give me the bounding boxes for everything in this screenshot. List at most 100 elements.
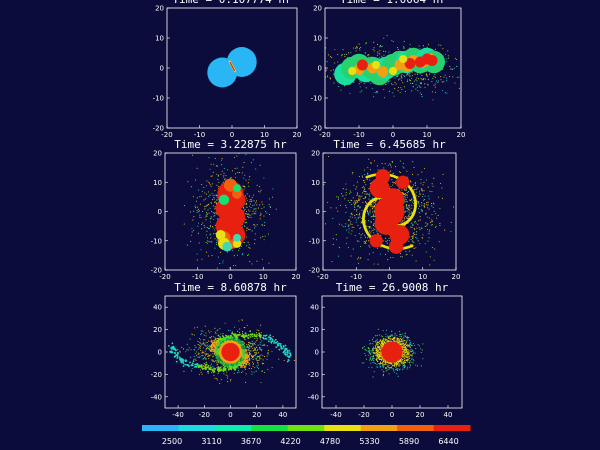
particle [385,363,387,365]
particle [367,220,370,222]
particle [350,233,352,235]
particle [399,78,401,80]
particle [246,345,248,348]
particle [424,225,426,227]
particle [375,362,377,365]
particle [248,350,250,352]
particle [253,200,255,202]
particle [430,224,432,226]
particle [405,250,407,252]
particle [404,200,406,202]
particle [356,199,358,202]
particle [421,237,423,239]
particle [431,219,433,221]
particle [205,348,208,350]
particle [208,340,210,342]
particle [392,368,395,370]
particle [408,352,411,354]
particle [417,223,419,225]
particle [434,248,436,250]
particle [327,201,329,204]
particle [494,76,495,77]
particle [217,174,220,176]
spiral-arm [238,333,241,336]
particle [413,360,415,362]
particle [399,91,401,94]
particle [205,234,208,236]
particle [434,73,436,75]
particle [409,350,411,352]
particle [337,61,339,63]
y-tick-label: -10 [153,95,164,103]
particle [415,222,417,224]
particle [397,89,399,92]
particle [196,326,198,328]
particle [476,95,477,96]
particle [248,185,250,187]
spiral-arm [184,360,187,362]
particle [368,158,370,160]
particle [245,381,247,383]
particle [251,342,253,344]
particle [254,239,256,241]
particle [258,359,260,361]
particle [216,379,218,381]
particle [261,208,263,210]
particle [418,45,420,47]
particle [371,338,373,341]
particle [379,46,381,48]
particle [420,93,422,96]
particle [186,244,188,246]
particle [404,225,406,227]
particle [202,355,204,357]
particle [217,256,219,258]
particle [193,229,195,231]
particle [183,370,185,372]
particle [212,366,214,368]
particle [376,92,378,94]
particle [237,369,240,372]
particle [207,344,209,346]
particle [227,375,229,377]
particle [474,75,475,76]
x-tick-label: 20 [292,273,301,281]
particle [254,212,256,214]
particle [376,90,378,92]
particle [359,228,361,230]
particle [466,79,467,80]
panel-title: Time = 0.107774 hr [172,0,292,6]
particle [214,331,216,333]
particle [247,345,249,347]
particle [209,233,211,235]
particle [252,365,254,367]
particle [245,179,247,181]
particle [264,344,266,346]
particle [208,354,210,356]
particle [216,361,218,363]
particle [431,220,433,222]
particle [344,226,346,228]
particle [407,359,409,361]
particle [379,347,381,349]
spiral-arm [207,370,210,373]
particle [365,42,368,44]
particle [267,353,269,355]
spiral-arm [248,353,251,356]
particle [245,202,248,204]
particle [355,47,357,49]
particle [450,231,452,233]
particle [402,340,404,342]
particle [420,188,422,190]
particle [212,225,214,228]
spiral-arm [269,334,272,337]
particle [366,225,368,227]
particle [405,194,407,196]
particle [201,333,203,335]
particle [406,253,408,255]
particle [356,194,358,196]
particle [243,161,245,164]
particle [386,242,388,244]
particle [369,169,371,171]
particle [183,205,185,207]
particle [431,183,433,185]
